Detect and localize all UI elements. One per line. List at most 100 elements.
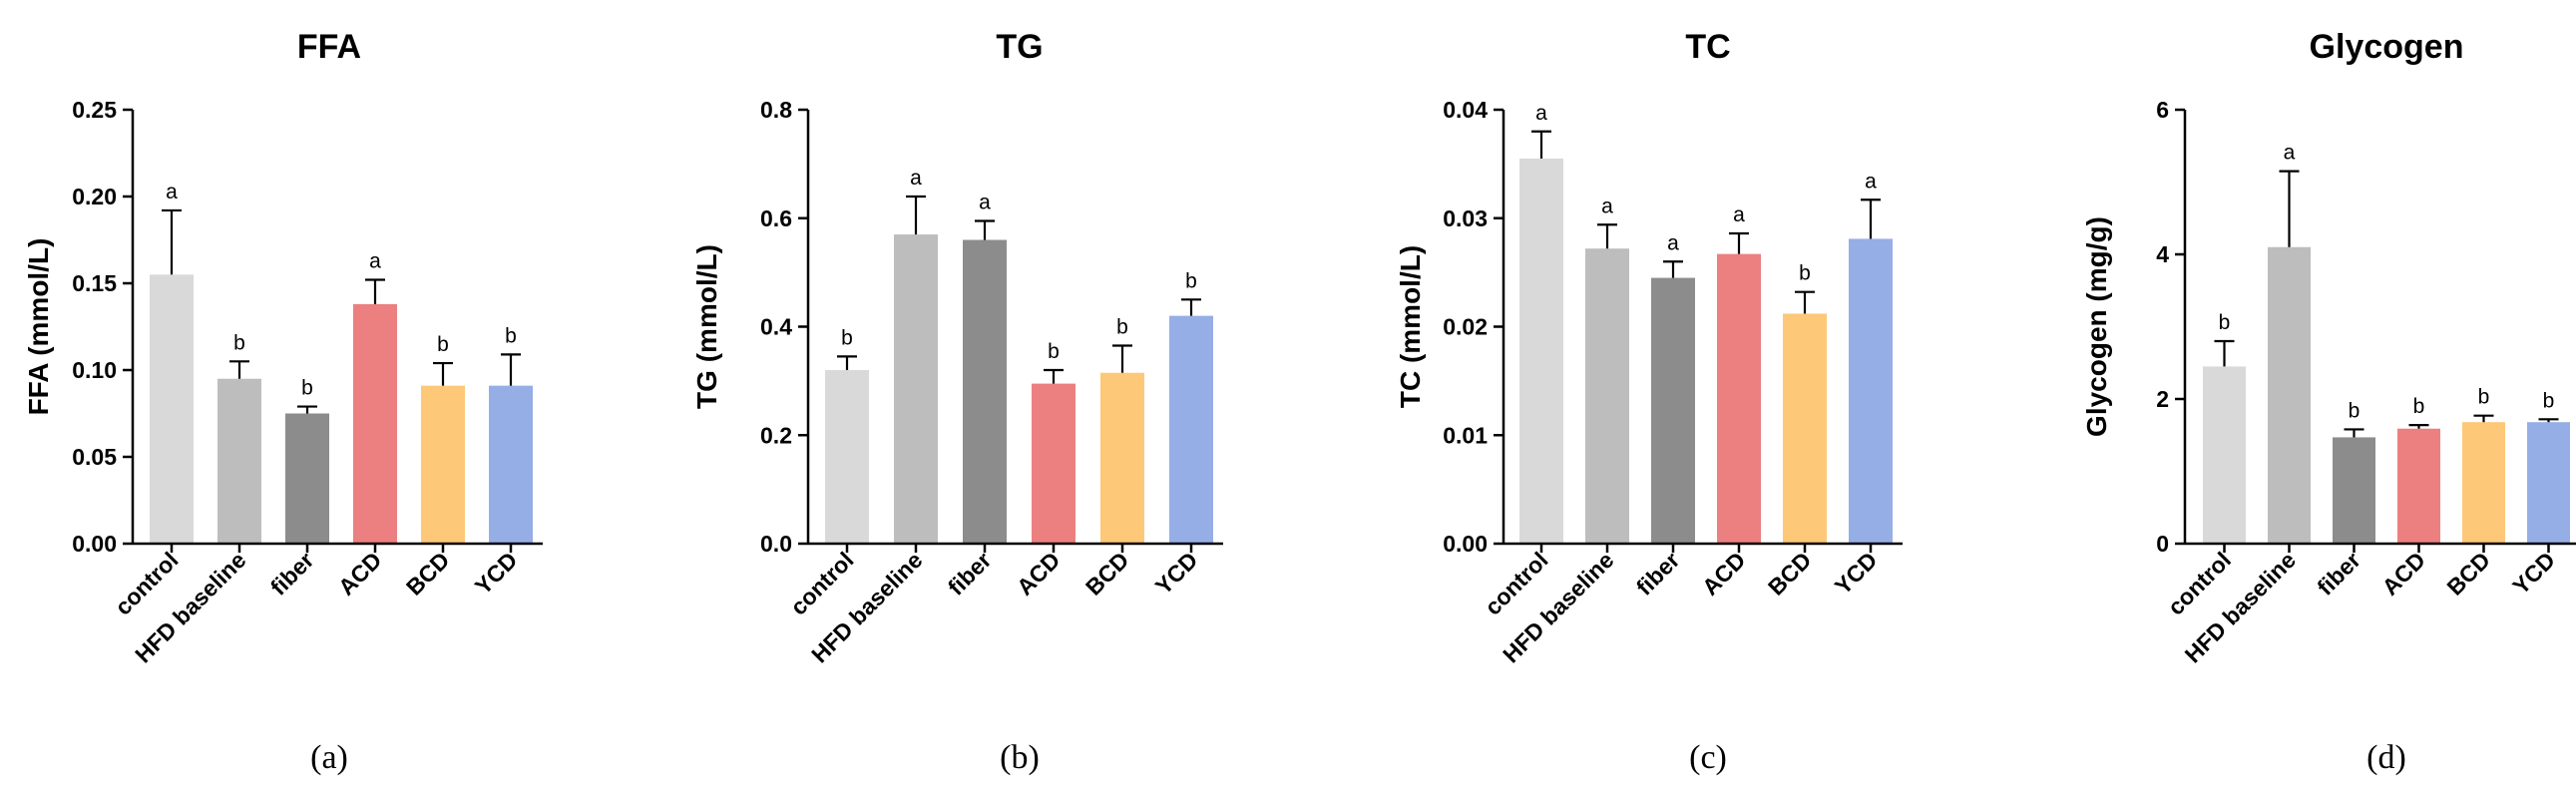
bar-ycd: [1169, 315, 1213, 544]
panel-label: (a): [310, 739, 348, 776]
significance-label: a: [910, 167, 922, 190]
bar-bcd: [2462, 422, 2505, 544]
significance-label: b: [1048, 340, 1060, 363]
significance-label: b: [841, 326, 853, 349]
x-tick-label: ACD: [333, 547, 387, 600]
x-tick-label: YCD: [470, 547, 523, 599]
x-tick-label: YCD: [1150, 547, 1203, 599]
significance-label: b: [233, 331, 245, 354]
significance-label: b: [2349, 399, 2361, 422]
chart-title: FFA: [297, 28, 361, 66]
x-tick-label: fiber: [2312, 547, 2365, 600]
y-tick-label: 6: [2156, 97, 2169, 123]
bar-control: [2203, 366, 2246, 544]
significance-label: a: [1535, 102, 1547, 125]
chart-panel-glycogen: Glycogen Glycogen (mg/g) (d) bcontrolaHF…: [2081, 28, 2576, 776]
y-tick-label: 0.00: [72, 531, 117, 557]
bar-acd: [353, 303, 397, 544]
significance-label: b: [1116, 316, 1128, 339]
significance-label: a: [979, 191, 991, 213]
y-tick-label: 0.6: [760, 205, 792, 231]
significance-label: b: [1799, 262, 1811, 285]
significance-label: b: [2219, 311, 2231, 334]
x-tick-label: HFD baseline: [2180, 547, 2301, 667]
panel-label: (b): [1000, 739, 1040, 776]
chart-title: Glycogen: [2310, 28, 2464, 66]
bar-fiber: [963, 239, 1007, 544]
y-tick-label: 0.01: [1443, 422, 1488, 448]
bar-hfd-baseline: [217, 378, 261, 544]
significance-label: b: [437, 333, 449, 356]
x-tick-label: YCD: [1830, 547, 1883, 599]
panel-label: (d): [2366, 739, 2406, 776]
y-tick-label: 0.15: [72, 270, 117, 296]
bar-control: [150, 274, 194, 544]
bar-ycd: [1849, 238, 1893, 544]
y-axis-label: TC (mmol/L): [1395, 245, 1426, 408]
y-tick-label: 0.02: [1443, 314, 1488, 340]
x-tick-label: BCD: [2441, 547, 2495, 600]
bar-ycd: [2527, 422, 2570, 544]
bar-ycd: [489, 385, 533, 544]
chart-title: TC: [1685, 28, 1730, 66]
significance-label: b: [2478, 386, 2490, 409]
significance-label: b: [301, 377, 313, 400]
bar-acd: [1032, 383, 1075, 544]
y-axis-label: FFA (mmol/L): [23, 238, 54, 416]
y-tick-label: 0.25: [72, 97, 117, 123]
bar-fiber: [1651, 277, 1695, 544]
x-tick-label: ACD: [1012, 547, 1066, 600]
bar-bcd: [421, 385, 465, 544]
chart-title: TG: [996, 28, 1043, 66]
bar-acd: [1717, 253, 1761, 544]
y-tick-label: 0.00: [1443, 531, 1488, 557]
y-tick-label: 0.4: [760, 314, 792, 340]
x-tick-label: BCD: [1080, 547, 1134, 600]
significance-label: a: [2284, 142, 2296, 165]
y-tick-label: 0.03: [1443, 205, 1488, 231]
bar-bcd: [1100, 372, 1144, 544]
bar-control: [1519, 158, 1563, 544]
x-tick-label: BCD: [1763, 547, 1817, 600]
significance-label: b: [2413, 395, 2425, 418]
bar-hfd-baseline: [1585, 248, 1629, 544]
significance-label: b: [505, 324, 517, 347]
bar-hfd-baseline: [894, 234, 938, 544]
y-axis-label: TG (mmol/L): [691, 244, 722, 409]
bar-fiber: [2333, 437, 2375, 544]
significance-label: a: [1733, 203, 1745, 226]
x-tick-label: fiber: [265, 547, 319, 600]
x-tick-label: BCD: [401, 547, 455, 600]
y-tick-label: 0.20: [72, 184, 117, 209]
y-axis-label: Glycogen (mg/g): [2081, 216, 2112, 437]
significance-label: a: [1865, 170, 1877, 193]
y-tick-label: 0.04: [1443, 97, 1488, 123]
significance-label: a: [369, 250, 381, 273]
significance-label: b: [1185, 269, 1197, 292]
x-tick-label: ACD: [2376, 547, 2430, 600]
y-tick-label: 0.05: [72, 444, 117, 470]
panel-label: (c): [1689, 739, 1727, 776]
y-tick-label: 0.2: [760, 422, 792, 448]
bar-bcd: [1783, 313, 1827, 544]
significance-label: a: [166, 181, 178, 203]
x-tick-label: YCD: [2507, 547, 2560, 599]
bar-acd: [2397, 428, 2440, 544]
bar-hfd-baseline: [2268, 246, 2311, 544]
y-tick-label: 0.8: [760, 97, 792, 123]
y-tick-label: 0: [2156, 531, 2169, 557]
y-tick-label: 0.10: [72, 357, 117, 383]
x-tick-label: ACD: [1697, 547, 1751, 600]
bar-control: [825, 370, 869, 544]
significance-label: b: [2543, 389, 2555, 412]
x-tick-label: fiber: [943, 547, 997, 600]
bar-fiber: [285, 413, 329, 544]
significance-label: a: [1667, 231, 1679, 254]
y-tick-label: 2: [2156, 386, 2169, 412]
x-tick-label: fiber: [1631, 547, 1685, 600]
significance-label: a: [1601, 195, 1613, 217]
